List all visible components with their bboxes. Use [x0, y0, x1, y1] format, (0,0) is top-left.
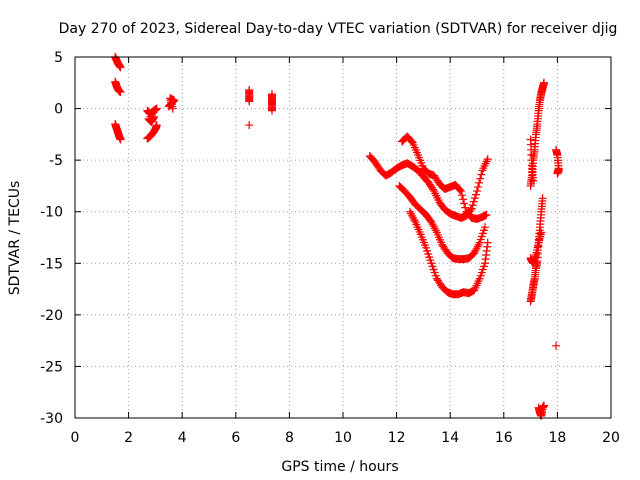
x-tick-label: 10: [334, 430, 352, 446]
data-point: [428, 220, 437, 229]
y-tick-label: 5: [54, 50, 63, 66]
data-point: [537, 228, 546, 237]
series-mid-3: [267, 90, 276, 115]
y-tick-label: -30: [40, 411, 63, 427]
y-axis-label: SDTVAR / TECUs: [7, 181, 23, 296]
series-late-6: [552, 145, 563, 178]
x-tick-label: 2: [124, 430, 133, 446]
data-point: [457, 191, 466, 200]
data-point: [472, 244, 481, 253]
data-point: [245, 121, 254, 130]
data-point: [406, 207, 414, 216]
series-early-6: [164, 94, 179, 113]
data-point: [474, 182, 483, 191]
y-tick-label: -5: [49, 153, 63, 169]
series-arc-d: [406, 207, 492, 299]
data-point: [475, 178, 484, 187]
data-point: [476, 174, 485, 183]
data-point: [116, 63, 125, 72]
data-point: [482, 210, 491, 219]
data-point: [471, 246, 480, 255]
series-late-4: [526, 228, 546, 268]
data-points: [111, 53, 563, 420]
y-tick-label: -25: [40, 359, 63, 375]
series-arc-b: [397, 132, 491, 223]
series-late-5: [534, 401, 548, 420]
series-late-7: [552, 341, 561, 350]
data-point: [152, 104, 161, 113]
series-mid-1: [245, 86, 254, 106]
data-point: [473, 242, 482, 251]
data-point: [455, 185, 464, 194]
data-point: [470, 248, 479, 257]
data-point: [471, 190, 480, 199]
data-point: [467, 204, 476, 213]
data-point: [483, 155, 492, 164]
data-point: [468, 201, 477, 210]
series-mid-2: [245, 121, 254, 130]
x-tick-label: 4: [178, 430, 187, 446]
series-late-1: [526, 78, 548, 190]
data-point: [461, 203, 470, 212]
data-point: [540, 401, 548, 410]
data-point: [429, 222, 438, 231]
data-point: [469, 197, 478, 206]
x-tick-label: 6: [231, 430, 240, 446]
data-point: [267, 106, 276, 115]
data-point: [474, 240, 483, 249]
data-point: [409, 213, 418, 222]
x-tick-label: 12: [388, 430, 406, 446]
y-tick-label: 0: [54, 102, 63, 118]
data-point: [410, 215, 419, 224]
series-arc-c: [395, 181, 490, 264]
series-early-1: [111, 53, 125, 72]
data-point: [459, 195, 468, 204]
data-point: [151, 106, 160, 115]
y-tick-label: -10: [40, 205, 63, 221]
series-early-3: [111, 120, 125, 144]
data-point: [552, 341, 561, 350]
x-axis-label: GPS time / hours: [281, 459, 398, 475]
data-point: [540, 78, 548, 87]
series-late-2: [526, 135, 538, 185]
series-early-4: [143, 104, 161, 126]
data-point: [168, 104, 177, 113]
chart-title: Day 270 of 2023, Sidereal Day-to-day VTE…: [59, 21, 618, 37]
data-point: [477, 170, 486, 179]
data-point: [116, 135, 125, 144]
x-tick-label: 20: [602, 430, 620, 446]
data-point: [150, 112, 159, 121]
data-point: [470, 194, 479, 203]
data-point: [538, 194, 547, 203]
data-point: [152, 121, 161, 130]
y-tick-label: -20: [40, 308, 63, 324]
data-point: [460, 199, 469, 208]
data-point: [554, 166, 563, 175]
data-point: [407, 209, 416, 218]
series-early-5: [143, 121, 161, 143]
x-tick-label: 18: [548, 430, 566, 446]
x-tick-label: 14: [441, 430, 459, 446]
axis-ticks: 0 2 4 6 8 10 12 14 16 18 20 5 0 -5 -10 -15 -20 -25 -30: [40, 50, 620, 446]
data-point: [473, 187, 481, 196]
data-point: [408, 211, 417, 220]
grid-lines: [75, 57, 611, 418]
x-tick-label: 16: [495, 430, 513, 446]
x-tick-label: 8: [285, 430, 294, 446]
data-point: [427, 218, 436, 227]
data-point: [116, 88, 125, 97]
x-tick-label: 0: [71, 430, 80, 446]
plot-frame: [74, 56, 612, 419]
data-point: [481, 223, 490, 232]
data-point: [431, 226, 440, 235]
series-early-2: [111, 77, 125, 97]
series-arc-a: [365, 152, 492, 222]
data-point: [483, 238, 492, 247]
data-point: [430, 224, 439, 233]
data-point: [245, 97, 254, 106]
data-point: [529, 176, 538, 185]
y-tick-label: -15: [40, 256, 63, 272]
data-point: [456, 187, 465, 196]
